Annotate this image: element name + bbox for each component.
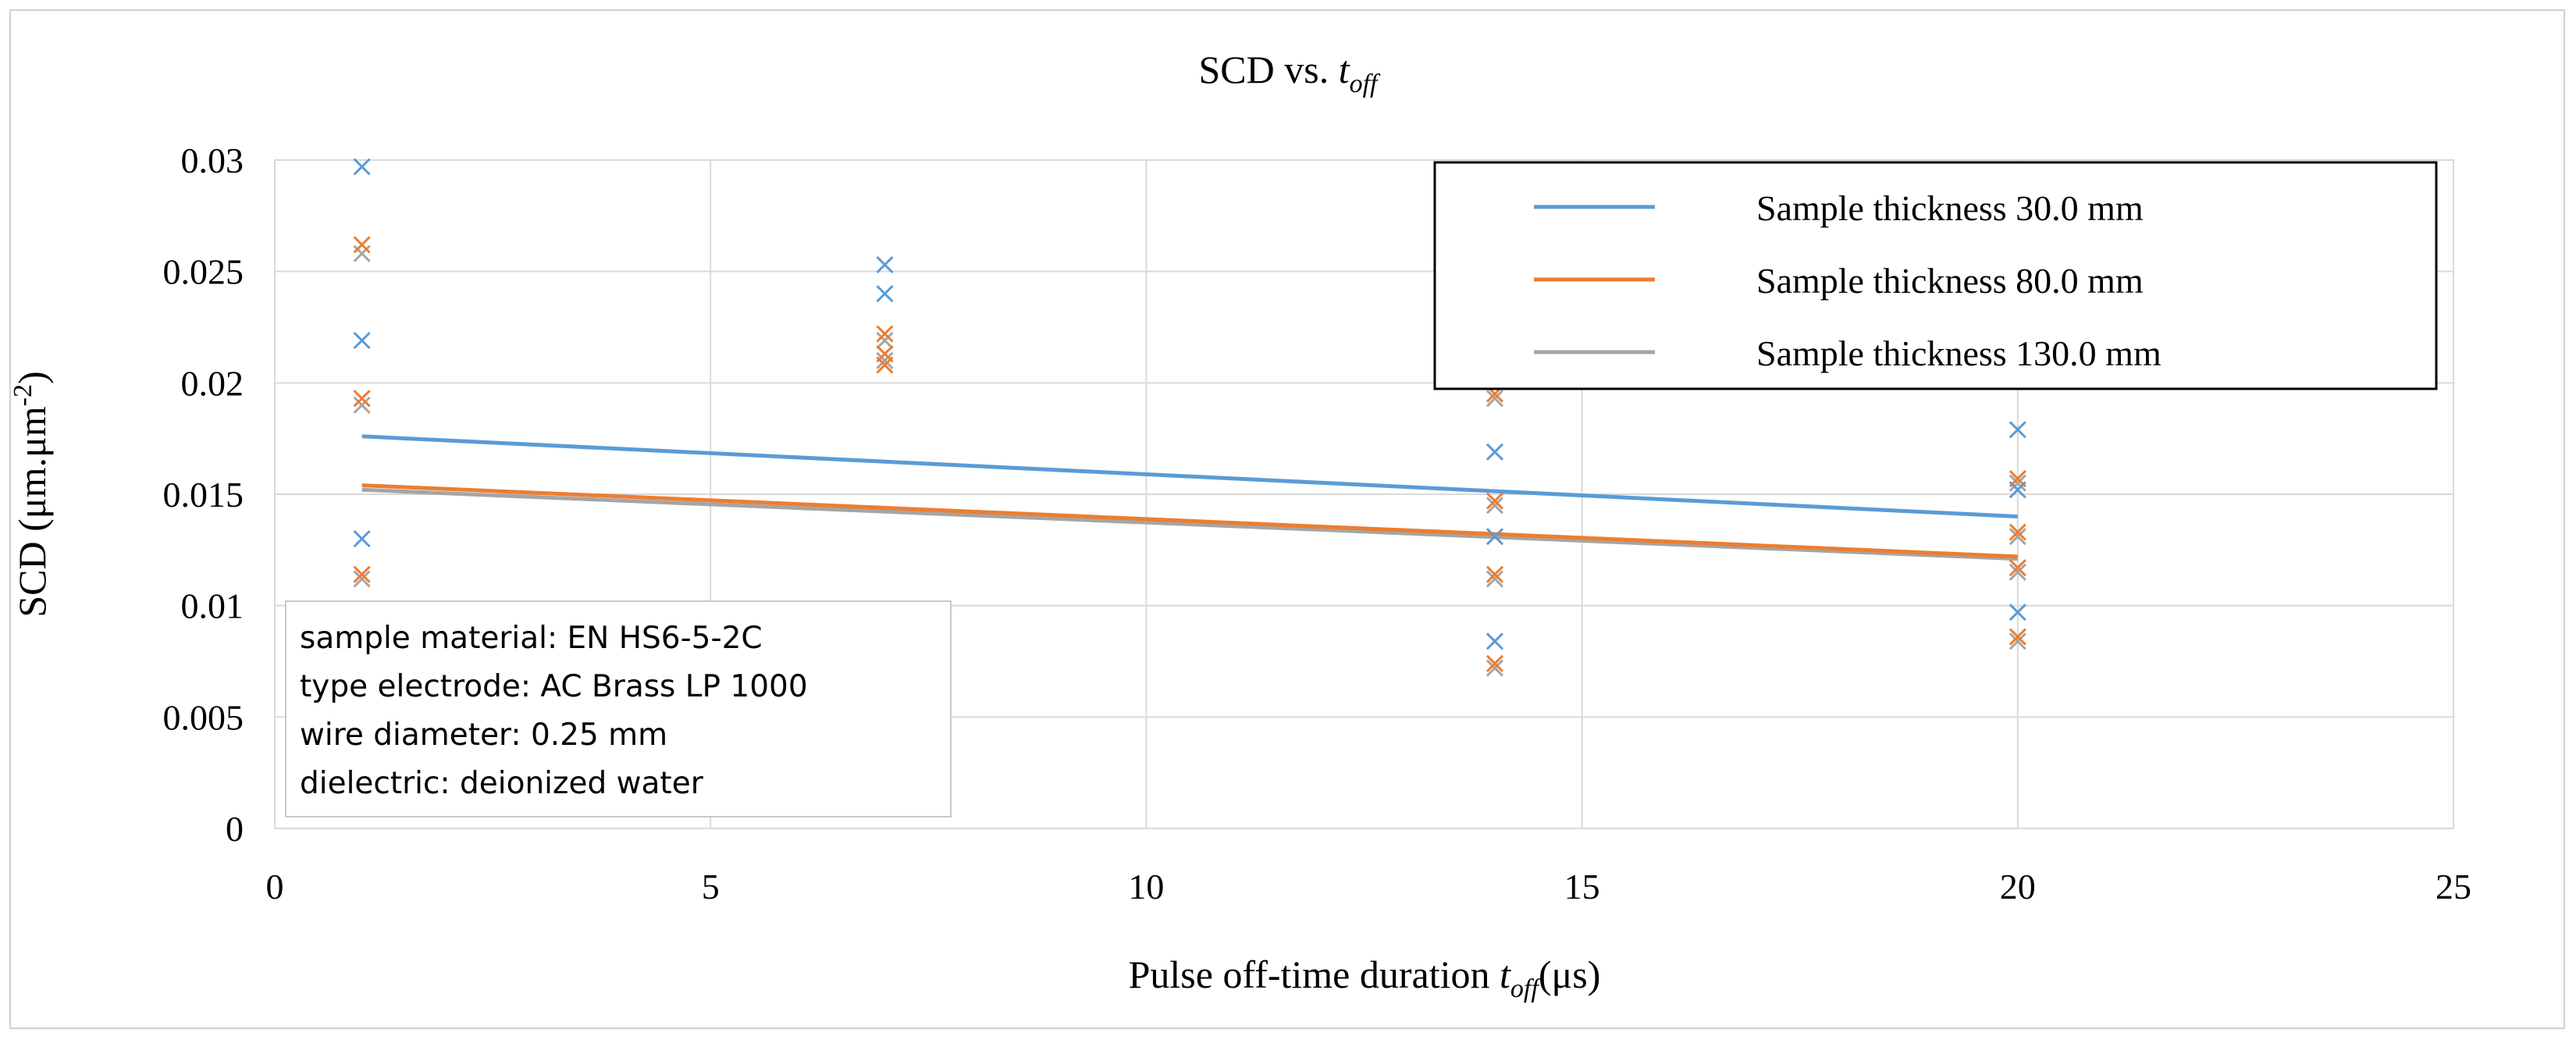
x-tick-label: 15	[1564, 867, 1600, 906]
data-point-series-0	[2008, 481, 2026, 499]
data-point-series-1	[2008, 628, 2026, 646]
legend-label-80mm: Sample thickness 80.0 mm	[1756, 261, 2144, 301]
data-point-series-0	[353, 530, 371, 548]
data-point-series-2	[2008, 528, 2026, 546]
data-point-series-2	[1485, 659, 1504, 677]
annotation-line-electrode: type electrode: AC Brass LP 1000	[300, 669, 808, 704]
data-point-series-1	[1485, 565, 1504, 583]
legend: Sample thickness 30.0 mm Sample thicknes…	[1433, 161, 2438, 390]
data-point-series-2	[2008, 474, 2026, 492]
data-points	[353, 158, 2026, 677]
data-point-series-1	[876, 325, 894, 343]
data-point-series-2	[876, 351, 894, 369]
data-point-series-0	[2008, 604, 2026, 622]
data-point-series-1	[2008, 559, 2026, 577]
data-point-series-2	[353, 244, 371, 262]
data-point-series-2	[2008, 632, 2026, 650]
data-point-series-1	[353, 390, 371, 408]
trend-line-series-0	[361, 434, 2018, 519]
y-tick-label: 0.025	[163, 252, 244, 292]
data-point-series-0	[2008, 421, 2026, 439]
annotation-line-wire: wire diameter: 0.25 mm	[300, 718, 667, 753]
data-point-series-1	[353, 565, 371, 583]
data-point-series-2	[353, 396, 371, 414]
trend-line-series-2	[361, 487, 2018, 561]
data-point-series-1	[876, 356, 894, 374]
data-point-series-2	[1485, 497, 1504, 515]
y-axis-title: SCD (μm.μm-2)	[9, 371, 54, 617]
trend-lines	[361, 434, 2018, 561]
x-axis-ticks: 0 5 10 15 20 25	[266, 867, 2472, 906]
data-point-series-0	[1485, 528, 1504, 546]
data-point-series-0	[1485, 632, 1504, 650]
data-point-series-1	[1485, 654, 1504, 672]
annotation-line-dielectric: dielectric: deionized water	[300, 766, 704, 801]
data-point-series-2	[876, 332, 894, 350]
data-point-series-0	[1485, 443, 1504, 461]
data-point-series-2	[2008, 563, 2026, 581]
data-point-series-1	[1485, 492, 1504, 510]
y-tick-label: 0	[226, 809, 244, 849]
data-point-series-2	[353, 570, 371, 588]
y-tick-label: 0.01	[181, 586, 244, 626]
x-tick-label: 10	[1128, 867, 1164, 906]
y-axis-ticks: 0 0.005 0.01 0.015 0.02 0.025 0.03	[163, 141, 244, 849]
data-point-series-0	[353, 332, 371, 350]
trend-line-series-1	[361, 483, 2018, 559]
y-tick-label: 0.02	[181, 363, 244, 403]
annotation-box: sample material: EN HS6-5-2C type electr…	[285, 600, 952, 817]
chart-title: SCD vs. toff	[1198, 48, 1381, 98]
x-tick-label: 0	[266, 867, 284, 906]
annotation-frame	[285, 600, 952, 817]
y-tick-label: 0.005	[163, 697, 244, 737]
data-point-series-1	[353, 236, 371, 254]
data-point-series-0	[876, 256, 894, 274]
x-tick-label: 25	[2435, 867, 2471, 906]
x-tick-label: 20	[2000, 867, 2036, 906]
data-point-series-1	[2008, 523, 2026, 541]
x-tick-label: 5	[702, 867, 720, 906]
x-axis-title: Pulse off-time duration toff(μs)	[1129, 953, 1601, 1003]
data-point-series-0	[353, 158, 371, 176]
data-point-series-0	[876, 285, 894, 303]
data-point-series-2	[1485, 390, 1504, 408]
gridlines	[274, 159, 2454, 829]
legend-label-130mm: Sample thickness 130.0 mm	[1756, 333, 2161, 373]
data-point-series-2	[1485, 570, 1504, 588]
y-tick-label: 0.015	[163, 475, 244, 515]
annotation-line-material: sample material: EN HS6-5-2C	[300, 621, 763, 656]
legend-label-30mm: Sample thickness 30.0 mm	[1756, 188, 2144, 228]
y-tick-label: 0.03	[181, 141, 244, 180]
